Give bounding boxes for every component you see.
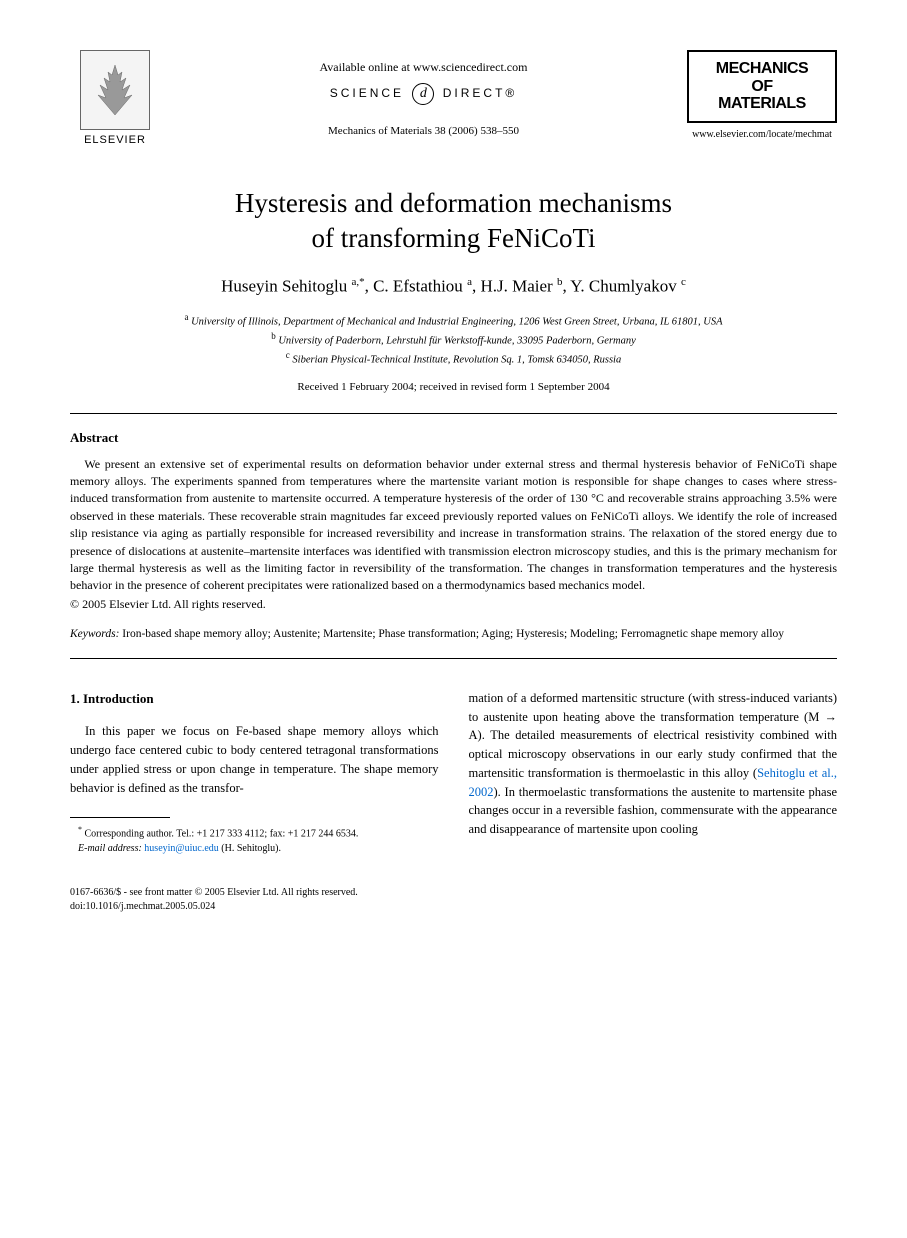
- journal-line1: MECHANICS: [693, 60, 831, 78]
- affiliation-b: b University of Paderborn, Lehrstuhl für…: [70, 330, 837, 349]
- footer-line2: doi:10.1016/j.mechmat.2005.05.024: [70, 900, 837, 914]
- abstract-text: We present an extensive set of experimen…: [70, 456, 837, 595]
- journal-line2: OF: [693, 78, 831, 96]
- authors-line: Huseyin Sehitoglu a,*, C. Efstathiou a, …: [70, 276, 837, 297]
- footnote-divider: [70, 817, 170, 818]
- intro-para-left: In this paper we focus on Fe-based shape…: [70, 722, 439, 797]
- corresponding-text: Corresponding author. Tel.: +1 217 333 4…: [85, 829, 359, 840]
- available-online-text: Available online at www.sciencedirect.co…: [160, 60, 687, 75]
- body-columns: 1. Introduction In this paper we focus o…: [70, 689, 837, 856]
- journal-line3: MATERIALS: [693, 95, 831, 113]
- center-header: Available online at www.sciencedirect.co…: [160, 50, 687, 137]
- title-line1: Hysteresis and deformation mechanisms: [235, 188, 672, 218]
- intro-heading: 1. Introduction: [70, 689, 439, 709]
- page-footer: 0167-6636/$ - see front matter © 2005 El…: [70, 886, 837, 914]
- affiliation-a: a University of Illinois, Department of …: [70, 311, 837, 330]
- direct-label: DIRECT®: [443, 86, 518, 100]
- science-direct-logo: SCIENCE d DIRECT®: [160, 83, 687, 105]
- journal-block: MECHANICS OF MATERIALS www.elsevier.com/…: [687, 50, 837, 140]
- publisher-block: ELSEVIER: [70, 50, 160, 146]
- email-name: (H. Sehitoglu).: [221, 843, 281, 854]
- affiliations: a University of Illinois, Department of …: [70, 311, 837, 369]
- email-footnote: E-mail address: huseyin@uiuc.edu (H. Seh…: [70, 842, 439, 856]
- abstract-copyright: © 2005 Elsevier Ltd. All rights reserved…: [70, 597, 837, 612]
- journal-name-box: MECHANICS OF MATERIALS: [687, 50, 837, 123]
- elsevier-tree-icon: [80, 50, 150, 130]
- journal-url[interactable]: www.elsevier.com/locate/mechmat: [687, 129, 837, 140]
- corresponding-footnote: * Corresponding author. Tel.: +1 217 333…: [70, 824, 439, 841]
- page-header: ELSEVIER Available online at www.science…: [70, 50, 837, 146]
- title-line2: of transforming FeNiCoTi: [311, 223, 595, 253]
- citation-text: Mechanics of Materials 38 (2006) 538–550: [160, 125, 687, 137]
- science-label: SCIENCE: [330, 86, 404, 100]
- intro-para-right: mation of a deformed martensitic structu…: [469, 689, 838, 839]
- intro-r2: ). In thermoelastic transformations the …: [469, 785, 838, 837]
- email-link[interactable]: huseyin@uiuc.edu: [144, 843, 218, 854]
- keywords-block: Keywords: Iron-based shape memory alloy;…: [70, 626, 837, 642]
- abstract-heading: Abstract: [70, 430, 837, 446]
- footer-line1: 0167-6636/$ - see front matter © 2005 El…: [70, 886, 837, 900]
- left-column: 1. Introduction In this paper we focus o…: [70, 689, 439, 856]
- right-column: mation of a deformed martensitic structu…: [469, 689, 838, 856]
- keywords-text: Iron-based shape memory alloy; Austenite…: [122, 628, 784, 640]
- article-title: Hysteresis and deformation mechanisms of…: [70, 186, 837, 256]
- received-dates: Received 1 February 2004; received in re…: [70, 381, 837, 393]
- divider-bottom: [70, 658, 837, 659]
- divider-top: [70, 413, 837, 414]
- affiliation-c: c Siberian Physical-Technical Institute,…: [70, 349, 837, 368]
- sciencedirect-d-icon: d: [412, 83, 434, 105]
- elsevier-label: ELSEVIER: [84, 134, 146, 146]
- keywords-label: Keywords:: [70, 628, 119, 640]
- email-label: E-mail address:: [78, 843, 142, 854]
